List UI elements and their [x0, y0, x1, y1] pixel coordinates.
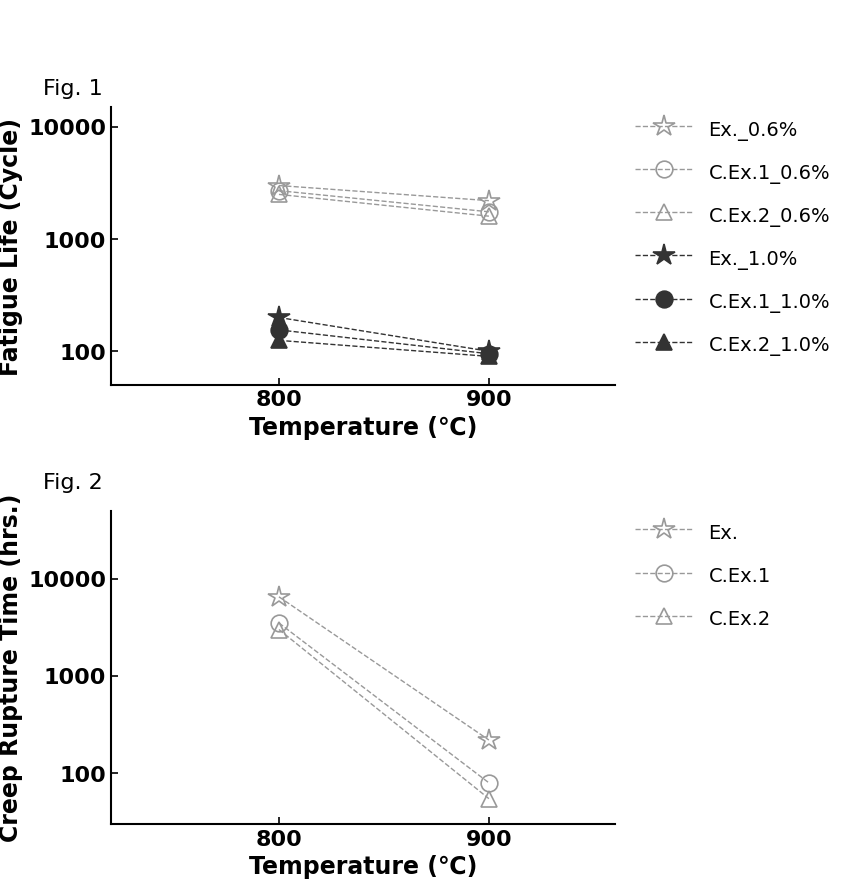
Y-axis label: Creep Rupture Time (hrs.): Creep Rupture Time (hrs.)	[0, 494, 22, 841]
Ex._1.0%	[484, 346, 494, 357]
Y-axis label: Fatigue Life (Cycle): Fatigue Life (Cycle)	[0, 117, 22, 375]
Ex.	[274, 591, 284, 602]
C.Ex.1_1.0%	[274, 325, 284, 336]
Line: Ex.: Ex.	[268, 586, 500, 751]
Line: Ex._1.0%: Ex._1.0%	[268, 306, 500, 363]
Ex.	[484, 735, 494, 745]
Text: Fig. 1: Fig. 1	[43, 79, 102, 99]
C.Ex.2_0.6%	[274, 189, 284, 200]
Line: Ex._0.6%: Ex._0.6%	[268, 175, 500, 212]
Ex._1.0%	[274, 313, 284, 323]
C.Ex.1_0.6%	[484, 207, 494, 218]
C.Ex.2_0.6%	[484, 211, 494, 222]
C.Ex.1_1.0%	[484, 349, 494, 359]
C.Ex.1_0.6%	[274, 185, 284, 196]
Legend: Ex., C.Ex.1, C.Ex.2: Ex., C.Ex.1, C.Ex.2	[634, 521, 770, 631]
C.Ex.1	[274, 617, 284, 628]
C.Ex.2_1.0%	[484, 351, 494, 362]
C.Ex.2	[484, 793, 494, 804]
X-axis label: Temperature (℃): Temperature (℃)	[248, 855, 477, 879]
Line: C.Ex.2_1.0%: C.Ex.2_1.0%	[270, 332, 496, 365]
Ex._0.6%	[274, 180, 284, 191]
Ex._0.6%	[484, 195, 494, 206]
Line: C.Ex.1_1.0%: C.Ex.1_1.0%	[270, 322, 496, 362]
Line: C.Ex.1: C.Ex.1	[270, 615, 496, 791]
Line: C.Ex.2: C.Ex.2	[270, 621, 496, 807]
C.Ex.1	[484, 778, 494, 788]
X-axis label: Temperature (℃): Temperature (℃)	[248, 416, 477, 440]
Line: C.Ex.2_0.6%: C.Ex.2_0.6%	[270, 186, 496, 225]
C.Ex.2	[274, 625, 284, 635]
C.Ex.2_1.0%	[274, 335, 284, 346]
Text: Fig. 2: Fig. 2	[43, 473, 102, 493]
Legend: Ex._0.6%, C.Ex.1_0.6%, C.Ex.2_0.6%, Ex._1.0%, C.Ex.1_1.0%, C.Ex.2_1.0%: Ex._0.6%, C.Ex.1_0.6%, C.Ex.2_0.6%, Ex._…	[634, 117, 829, 357]
Line: C.Ex.1_0.6%: C.Ex.1_0.6%	[270, 183, 496, 220]
